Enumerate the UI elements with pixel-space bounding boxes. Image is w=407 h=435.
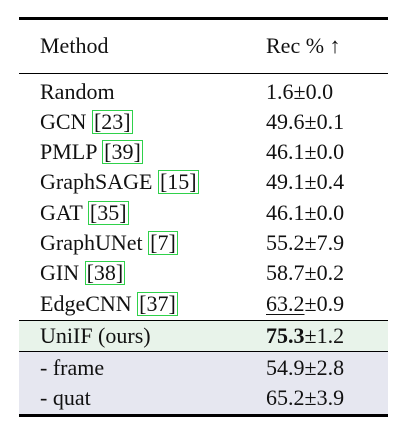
method-name: - frame <box>40 355 105 380</box>
header-method: Method <box>40 33 109 58</box>
score-cell: 63.2±0.9 <box>266 289 344 319</box>
method-name: GCN <box>40 109 92 134</box>
method-cell: GraphUNet [7] <box>40 228 178 258</box>
score-std: ±3.9 <box>304 385 345 410</box>
method-name: GAT <box>40 200 88 225</box>
method-name: PMLP <box>40 139 103 164</box>
score-cell-ours: 75.3±1.2 <box>266 321 344 351</box>
method-cell: PMLP [39] <box>40 137 143 167</box>
score-cell: 46.1±0.0 <box>266 198 344 228</box>
method-cell: Random <box>40 77 115 107</box>
score-mean: 54.9 <box>266 355 305 380</box>
method-name: GraphUNet <box>40 230 149 255</box>
score-std: ±0.2 <box>304 260 345 285</box>
ablation-highlight <box>19 351 388 414</box>
citation-link[interactable]: [23] <box>91 109 133 134</box>
score-std: ±2.8 <box>304 355 345 380</box>
score-mean: 55.2 <box>266 230 305 255</box>
top-rule <box>19 17 388 20</box>
score-std: ±0.4 <box>304 169 345 194</box>
score-mean: 49.1 <box>266 169 305 194</box>
method-name: - quat <box>40 385 91 410</box>
score-cell: 1.6±0.0 <box>266 77 333 107</box>
score-cell: 55.2±7.9 <box>266 228 344 258</box>
method-name: Random <box>40 79 115 104</box>
method-cell: GAT [35] <box>40 198 129 228</box>
score-mean: 46.1 <box>266 139 305 164</box>
header-metric: Rec % ↑ <box>266 33 341 58</box>
method-name: EdgeCNN <box>40 291 138 316</box>
second-best-score: 63.2 <box>266 291 305 316</box>
score-std: ±0.0 <box>304 139 345 164</box>
score-mean: 1.6 <box>266 79 294 104</box>
citation-link[interactable]: [35] <box>87 200 129 225</box>
score-cell: 54.9±2.8 <box>266 353 344 383</box>
citation-link[interactable]: [7] <box>148 230 178 255</box>
method-cell: GCN [23] <box>40 107 133 137</box>
ours-bottom-rule <box>19 351 388 352</box>
score-mean: 46.1 <box>266 200 305 225</box>
score-mean: 49.6 <box>266 109 305 134</box>
bottom-rule <box>19 414 388 417</box>
best-score: 75.3 <box>266 323 305 348</box>
method-cell: GraphSAGE [15] <box>40 167 199 197</box>
score-std: ±0.0 <box>304 200 345 225</box>
citation-link[interactable]: [38] <box>84 260 126 285</box>
method-name: GraphSAGE <box>40 169 158 194</box>
score-std: ±0.0 <box>293 79 334 104</box>
score-std: ±0.9 <box>304 291 345 316</box>
score-std: ±0.1 <box>304 109 345 134</box>
ablation-cell: - frame <box>40 353 104 383</box>
score-cell: 58.7±0.2 <box>266 258 344 288</box>
method-cell-ours: UniIF (ours) <box>40 321 151 351</box>
score-cell: 49.6±0.1 <box>266 107 344 137</box>
score-mean: 65.2 <box>266 385 305 410</box>
score-cell: 49.1±0.4 <box>266 167 344 197</box>
header-rule <box>19 73 388 74</box>
score-cell: 46.1±0.0 <box>266 137 344 167</box>
score-std: ±7.9 <box>304 230 345 255</box>
score-std: ±1.2 <box>304 323 345 348</box>
method-name: GIN <box>40 260 85 285</box>
method-cell: GIN [38] <box>40 258 126 288</box>
citation-link[interactable]: [37] <box>137 291 178 316</box>
ours-top-rule <box>19 320 388 321</box>
score-cell: 65.2±3.9 <box>266 383 344 413</box>
citation-link[interactable]: [39] <box>102 139 143 164</box>
citation-link[interactable]: [15] <box>157 169 199 194</box>
method-name: UniIF (ours) <box>40 323 151 348</box>
ablation-cell: - quat <box>40 383 91 413</box>
score-mean: 58.7 <box>266 260 305 285</box>
method-cell: EdgeCNN [37] <box>40 289 178 319</box>
ours-row-highlight <box>19 321 388 351</box>
